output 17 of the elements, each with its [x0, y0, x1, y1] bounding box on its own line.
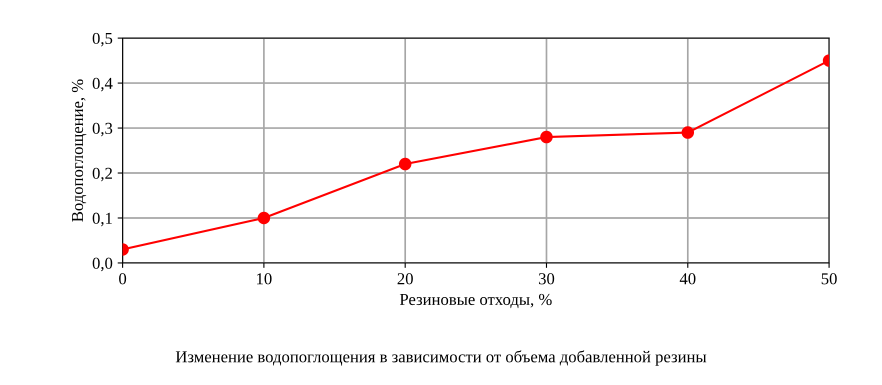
y-tick-label: 0,4	[92, 78, 113, 92]
y-tick-label: 0,2	[92, 168, 112, 182]
y-tick-label: 0,1	[92, 212, 112, 226]
point	[540, 130, 553, 144]
text: Изменение водопоглощения в зависимости от объема добавленной резины	[176, 350, 706, 366]
y-tick-label: 0,0	[92, 258, 112, 272]
y-tick-label: 0,3	[92, 122, 112, 136]
y-axis-title: Водопоглощение, %	[72, 79, 86, 222]
x-tick-label: 50	[822, 273, 837, 284]
x-tick-label: 40	[680, 273, 696, 284]
x-tick-label: 0	[119, 273, 126, 284]
point	[398, 158, 412, 170]
x-tick-label: 10	[257, 273, 272, 284]
x-axis-title: Резиновые отходы, %	[400, 294, 552, 308]
x-tick-label: 30	[538, 273, 554, 284]
x-tick-label: 20	[398, 273, 413, 284]
y-tick-label: 0,5	[92, 32, 112, 46]
